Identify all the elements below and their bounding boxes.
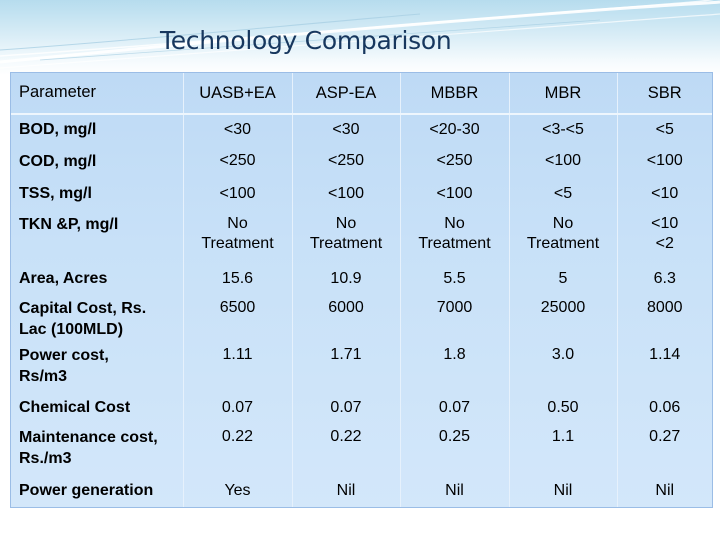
table-cell: Yes: [183, 474, 293, 507]
table-cell: <100: [646, 152, 683, 170]
table-row: Chemical Cost 0.07 0.07 0.07 0.50 0.06: [11, 392, 712, 424]
table-cell: Nil: [509, 474, 618, 507]
table-cell: 10.9: [292, 263, 401, 295]
table-row: Power cost, Rs/m3 1.11 1.71 1.8 3.0 1.14: [11, 341, 712, 393]
column-header: MBR: [509, 73, 618, 114]
table-cell: 25000: [509, 294, 618, 342]
table-row: Area, Acres 15.6 10.9 5.5 5 6.3: [11, 263, 712, 295]
table-cell: No Treatment: [183, 210, 293, 264]
row-label: Power generation: [11, 474, 184, 507]
table-cell: 7000: [400, 294, 510, 342]
table-cell: 6.3: [653, 269, 676, 287]
table-cell: <250: [183, 144, 293, 178]
table-cell: 6500: [183, 294, 293, 342]
table-cell: <20-30: [400, 112, 510, 145]
column-header: UASB+EA: [183, 73, 293, 114]
row-label: Power cost, Rs/m3: [11, 341, 184, 393]
table-cell: 0.25: [400, 423, 510, 475]
table-cell: 5.5: [400, 263, 510, 295]
table-cell: <5: [617, 112, 712, 145]
table-cell: 0.07: [183, 392, 293, 424]
row-label: BOD, mg/l: [11, 112, 184, 145]
row-label: Capital Cost, Rs. Lac (100MLD): [11, 294, 184, 342]
table-header-row: Parameter UASB+EA ASP-EA MBBR MBR SBR: [11, 73, 712, 114]
table-cell: <10: [651, 184, 679, 202]
table-cell: 0.27: [649, 428, 681, 446]
table-cell: 0.50: [509, 392, 618, 424]
row-label: Chemical Cost: [11, 392, 184, 424]
table-cell: <100: [400, 177, 510, 211]
table-cell: 5: [509, 263, 618, 295]
column-header: MBBR: [400, 73, 510, 114]
table-cell: 1.8: [400, 341, 510, 393]
table-cell: 15.6: [183, 263, 293, 295]
table-cell: 1.11: [183, 341, 293, 393]
table-cell: 0.22: [292, 423, 401, 475]
row-label: TKN &P, mg/l: [11, 210, 184, 264]
comparison-table: Parameter UASB+EA ASP-EA MBBR MBR SBR BO…: [10, 72, 713, 508]
table-cell: 0.07: [292, 392, 401, 424]
table-cell: <10 <2: [651, 215, 679, 253]
table-row: Power generation Yes Nil Nil Nil Nil: [11, 474, 712, 507]
row-label: TSS, mg/l: [11, 177, 184, 211]
table-cell: <100: [292, 177, 401, 211]
column-header: SBR: [647, 83, 682, 102]
table-row: Maintenance cost, Rs./m3 0.22 0.22 0.25 1…: [11, 423, 712, 475]
table-cell: No Treatment: [292, 210, 401, 264]
table-cell: No Treatment: [509, 210, 618, 264]
table-cell: <250: [400, 144, 510, 178]
table-cell: <100: [183, 177, 293, 211]
table-cell: <30: [292, 112, 401, 145]
row-label: Maintenance cost, Rs./m3: [11, 423, 184, 475]
table-cell: <100: [509, 144, 618, 178]
table-cell: <250: [292, 144, 401, 178]
table-cell: 6000: [292, 294, 401, 342]
table-cell: 0.22: [183, 423, 293, 475]
table-row: Capital Cost, Rs. Lac (100MLD) 6500 6000 …: [11, 294, 712, 342]
table-cell: <5: [509, 177, 618, 211]
table-row: COD, mg/l <250 <250 <250 <100 <100: [11, 144, 712, 178]
table-cell: Nil: [655, 481, 675, 499]
table-cell: 1.1: [509, 423, 618, 475]
table-cell: <3-<5: [509, 112, 618, 145]
table-row: TSS, mg/l <100 <100 <100 <5 <10: [11, 177, 712, 211]
row-label: COD, mg/l: [11, 144, 184, 178]
slide-title: Technology Comparison: [160, 26, 452, 55]
table-cell: 8000: [646, 299, 683, 317]
table-cell: 1.71: [292, 341, 401, 393]
row-label: Area, Acres: [11, 263, 184, 295]
table-cell: Nil: [292, 474, 401, 507]
table-row: TKN &P, mg/l No Treatment No Treatment No T…: [11, 210, 712, 264]
table-cell: 3.0: [509, 341, 618, 393]
table-row: BOD, mg/l <30 <30 <20-30 <3-<5 <5: [11, 112, 712, 145]
table-cell: 0.06: [649, 398, 681, 416]
column-header: ASP-EA: [292, 73, 401, 114]
table-cell: No Treatment: [400, 210, 510, 264]
table-cell: 1.14: [649, 346, 681, 364]
table-cell: 0.07: [400, 392, 510, 424]
table-cell: Nil: [400, 474, 510, 507]
header-swoosh: [0, 0, 720, 69]
column-header: Parameter: [11, 73, 184, 114]
table-cell: <30: [183, 112, 293, 145]
